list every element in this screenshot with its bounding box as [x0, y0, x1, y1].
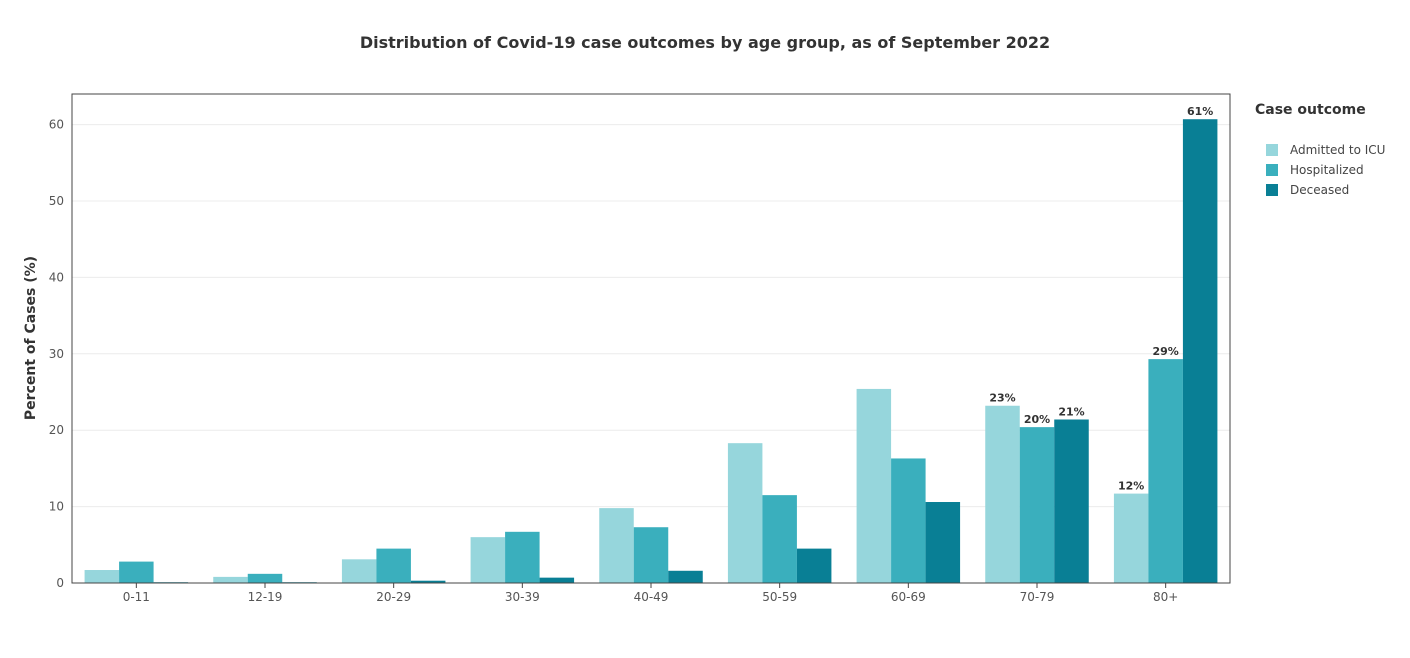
bar [762, 495, 797, 583]
bar [376, 548, 411, 583]
y-tick-label: 20 [49, 423, 64, 437]
bar [925, 502, 961, 583]
x-tick-label: 80+ [1153, 590, 1178, 604]
bar [247, 573, 283, 583]
bar [1054, 419, 1089, 583]
legend-item-label: Admitted to ICU [1290, 143, 1385, 157]
y-axis-ticks: 0 10 20 30 40 50 60 [49, 118, 64, 590]
bar-data-label: 23% [989, 392, 1015, 405]
bars [84, 119, 1218, 584]
bar [633, 527, 669, 583]
bar [470, 537, 506, 583]
legend: Case outcome Admitted to ICU Hospitalized… [1255, 102, 1385, 197]
x-tick-label: 20-29 [376, 590, 411, 604]
y-tick-label: 30 [49, 347, 64, 361]
y-tick-label: 10 [49, 500, 64, 514]
bar [84, 570, 120, 583]
bar [1019, 427, 1055, 583]
bar [410, 580, 446, 583]
bar [341, 559, 377, 583]
bar [119, 561, 154, 583]
bar [539, 577, 575, 583]
x-tick-label: 60-69 [891, 590, 926, 604]
x-tick-label: 12-19 [248, 590, 283, 604]
legend-swatch [1266, 144, 1278, 156]
legend-item-label: Hospitalized [1290, 163, 1364, 177]
y-tick-label: 50 [49, 194, 64, 208]
bar-data-label: 61% [1187, 105, 1213, 118]
bar-data-label: 12% [1118, 480, 1144, 493]
y-axis-title: Percent of Cases (%) [23, 256, 39, 420]
legend-swatch [1266, 184, 1278, 196]
bar [1182, 119, 1218, 584]
bar [213, 576, 248, 583]
bar [891, 458, 926, 583]
legend-title: Case outcome [1255, 102, 1366, 118]
x-tick-label: 70-79 [1020, 590, 1055, 604]
bar [1113, 493, 1149, 583]
legend-swatch [1266, 164, 1278, 176]
legend-items: Admitted to ICU Hospitalized Deceased [1266, 143, 1385, 197]
bar-labels: 23% 20% 21% 12% 29% 61% [989, 105, 1213, 492]
bar [727, 443, 763, 583]
bar [1148, 359, 1183, 583]
bar [668, 570, 703, 583]
x-tick-label: 50-59 [762, 590, 797, 604]
bar [985, 405, 1020, 583]
x-tick-label: 40-49 [634, 590, 669, 604]
bar [796, 548, 832, 583]
x-tick-label: 30-39 [505, 590, 540, 604]
bar-data-label: 21% [1058, 405, 1084, 418]
bar-data-label: 29% [1152, 345, 1178, 358]
x-axis-ticks: 0-11 12-19 20-29 30-39 40-49 50-59 60-69 70-79 8… [123, 583, 1178, 604]
y-tick-label: 40 [49, 270, 64, 284]
chart-title: Distribution of Covid-19 case outcomes b… [360, 33, 1050, 52]
legend-item-label: Deceased [1290, 183, 1349, 197]
bar-data-label: 20% [1024, 413, 1050, 426]
bar [856, 388, 892, 583]
y-tick-label: 0 [56, 576, 64, 590]
bar [505, 531, 540, 583]
y-tick-label: 60 [49, 118, 64, 132]
plot-frame [71, 93, 1231, 584]
x-tick-label: 0-11 [123, 590, 150, 604]
bar [599, 508, 634, 583]
